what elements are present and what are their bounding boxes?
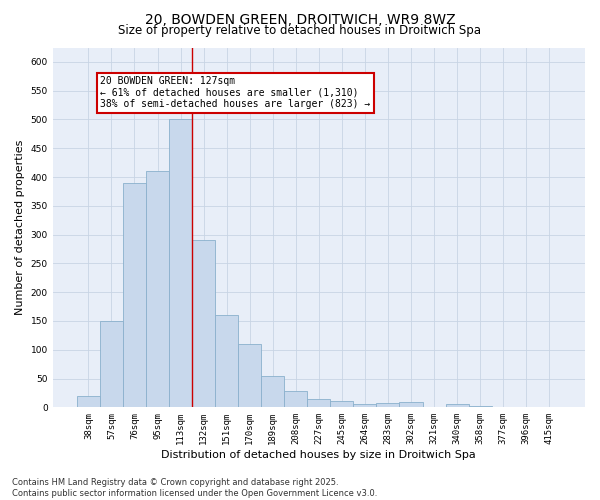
Bar [123, 183, 146, 408]
Bar [77, 396, 100, 407]
Bar [538, 407, 561, 408]
Bar [400, 402, 422, 407]
Bar [491, 407, 515, 408]
Y-axis label: Number of detached properties: Number of detached properties [15, 140, 25, 315]
Bar [331, 401, 353, 407]
Bar [307, 400, 331, 407]
Bar [238, 344, 261, 408]
Text: Contains HM Land Registry data © Crown copyright and database right 2025.
Contai: Contains HM Land Registry data © Crown c… [12, 478, 377, 498]
Bar [446, 404, 469, 407]
Bar [422, 407, 446, 408]
Bar [261, 376, 284, 408]
Bar [376, 404, 400, 407]
Bar [515, 407, 538, 408]
Text: Size of property relative to detached houses in Droitwich Spa: Size of property relative to detached ho… [119, 24, 482, 37]
Bar [146, 172, 169, 408]
Bar [284, 391, 307, 407]
Bar [169, 120, 192, 408]
Bar [215, 315, 238, 408]
X-axis label: Distribution of detached houses by size in Droitwich Spa: Distribution of detached houses by size … [161, 450, 476, 460]
Text: 20 BOWDEN GREEN: 127sqm
← 61% of detached houses are smaller (1,310)
38% of semi: 20 BOWDEN GREEN: 127sqm ← 61% of detache… [100, 76, 370, 110]
Bar [353, 404, 376, 407]
Bar [192, 240, 215, 408]
Bar [469, 406, 491, 407]
Bar [100, 321, 123, 408]
Text: 20, BOWDEN GREEN, DROITWICH, WR9 8WZ: 20, BOWDEN GREEN, DROITWICH, WR9 8WZ [145, 12, 455, 26]
